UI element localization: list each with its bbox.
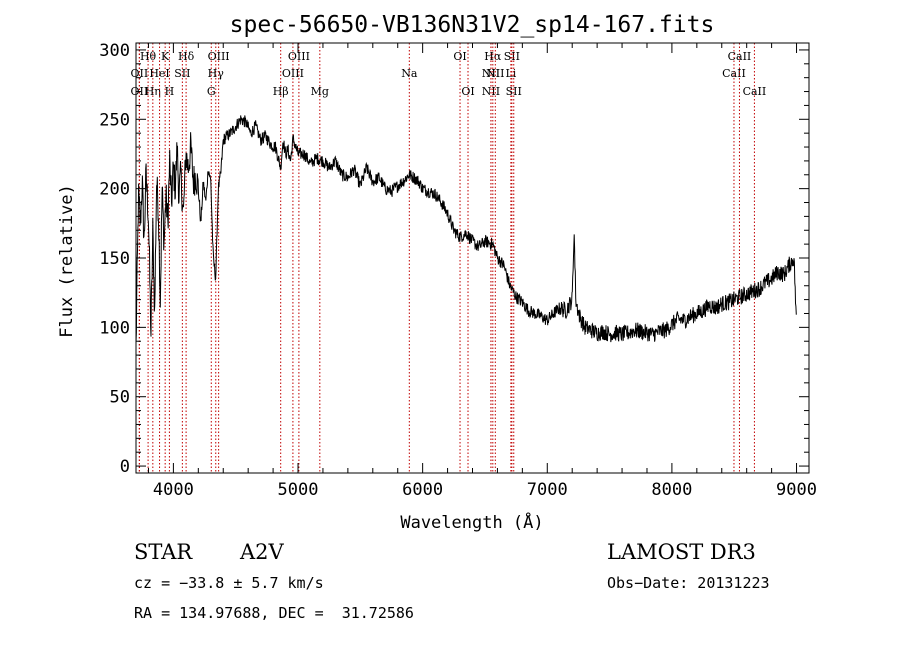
x-axis-label: Wavelength (Å) bbox=[400, 511, 543, 533]
x-axis-ticks: 4000 5000 6000 7000 8000 9000 bbox=[147, 43, 817, 500]
y-tick-label: 0 bbox=[120, 457, 130, 477]
y-axis-label: Flux (relative) bbox=[57, 184, 77, 338]
observation-date: Obs−Date: 20131223 bbox=[607, 574, 770, 592]
chart-title: spec-56650-VB136N31V2_sp14-167.fits bbox=[230, 12, 715, 38]
line-marker-label: Mg bbox=[311, 85, 329, 98]
line-marker-label: HeI bbox=[149, 67, 169, 80]
x-tick-label: 4000 bbox=[153, 480, 194, 500]
emission-line-markers: HθOIIOIIHηHeIKHSIIHδGHγOIIIHβOIIIOIIIMgN… bbox=[131, 43, 767, 473]
redshift-velocity: cz = −33.8 ± 5.7 km/s bbox=[134, 574, 324, 592]
plot-frame bbox=[135, 42, 810, 474]
line-marker-label: OIII bbox=[208, 50, 230, 63]
line-marker-label: NII bbox=[482, 67, 500, 80]
line-marker-label: SII bbox=[504, 50, 520, 63]
line-marker-label: SII bbox=[506, 85, 522, 98]
line-marker-label: NII bbox=[486, 67, 504, 80]
line-marker-label: K bbox=[161, 50, 170, 63]
survey-name: LAMOST DR3 bbox=[607, 540, 756, 564]
line-marker-label: Li bbox=[505, 67, 516, 80]
line-marker-label: CaII bbox=[743, 85, 767, 98]
x-tick-label: 9000 bbox=[776, 480, 817, 500]
x-tick-label: 6000 bbox=[402, 480, 443, 500]
line-marker-label: OI bbox=[453, 50, 466, 63]
line-marker-label: Hγ bbox=[208, 67, 225, 80]
line-marker-label: OIII bbox=[282, 67, 304, 80]
line-marker-label: H bbox=[165, 85, 175, 98]
line-marker-label: Hα bbox=[484, 50, 502, 63]
ra-dec-coordinates: RA = 134.97688, DEC = 31.72586 bbox=[134, 604, 414, 622]
line-marker-label: Na bbox=[401, 67, 418, 80]
object-subclass: A2V bbox=[240, 540, 284, 564]
y-tick-label: 50 bbox=[110, 388, 130, 408]
y-tick-label: 300 bbox=[99, 41, 130, 61]
flux-trace bbox=[135, 115, 797, 343]
object-class: STAR bbox=[134, 540, 193, 564]
line-marker-label: NII bbox=[482, 85, 500, 98]
x-tick-label: 7000 bbox=[527, 480, 568, 500]
x-tick-label: 5000 bbox=[278, 480, 319, 500]
line-marker-label: OIII bbox=[288, 50, 310, 63]
line-marker-label: OII bbox=[131, 67, 149, 80]
y-tick-label: 150 bbox=[99, 249, 130, 269]
x-tick-label: 8000 bbox=[651, 480, 692, 500]
line-marker-label: Hδ bbox=[178, 50, 195, 63]
line-marker-label: Hη bbox=[145, 85, 161, 98]
y-tick-label: 100 bbox=[99, 318, 130, 338]
y-tick-label: 200 bbox=[99, 180, 130, 200]
line-marker-label: Hβ bbox=[273, 85, 289, 98]
line-marker-label: CaII bbox=[728, 50, 752, 63]
line-marker-label: CaII bbox=[722, 67, 746, 80]
line-marker-label: Hθ bbox=[140, 50, 157, 63]
flux-series-line bbox=[135, 115, 797, 343]
line-marker-label: OI bbox=[461, 85, 474, 98]
line-marker-label: SII bbox=[174, 67, 190, 80]
line-marker-label: G bbox=[207, 85, 216, 98]
y-tick-label: 250 bbox=[99, 110, 130, 130]
y-axis-ticks: 0 50 100 150 200 250 300 bbox=[99, 41, 809, 477]
